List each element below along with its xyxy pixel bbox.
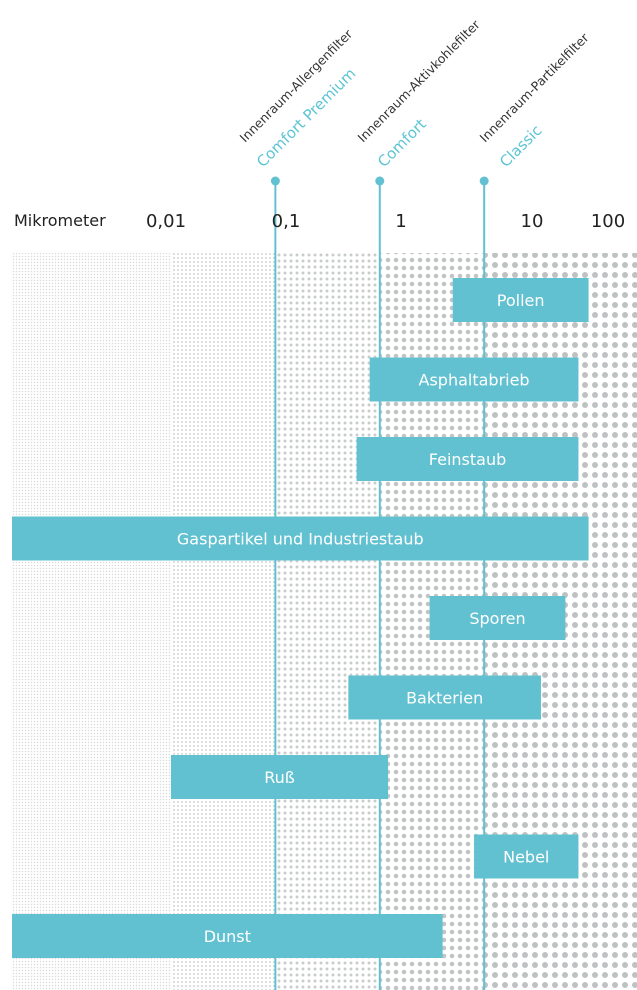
bar-label-4: Sporen: [469, 609, 525, 628]
bar-label-1: Asphaltabrieb: [419, 371, 530, 390]
dotted-band-2: [275, 253, 380, 990]
bar-label-3: Gaspartikel und Industriestaub: [177, 530, 424, 549]
bar-label-2: Feinstaub: [429, 450, 506, 469]
bar-0: [452, 278, 589, 322]
bar-2: [356, 437, 579, 481]
bar-label-6: Ruß: [264, 768, 295, 787]
dotted-band-1: [170, 253, 276, 990]
filter-variant-2: Classic: [496, 121, 545, 170]
bar-label-5: Bakterien: [406, 689, 483, 708]
tick-label-3: 10: [521, 211, 544, 232]
filter-line-dot-2: [479, 176, 489, 186]
bar-label-7: Nebel: [503, 848, 549, 867]
bar-label-0: Pollen: [497, 291, 545, 310]
bar-8: [12, 914, 443, 958]
tick-label-2: 1: [395, 211, 406, 232]
filter-line-dot-1: [375, 176, 385, 186]
bar-5: [348, 675, 541, 720]
axis-unit-label: Mikrometer: [14, 211, 106, 230]
bar-6: [170, 755, 389, 799]
bar-1: [369, 357, 579, 402]
filter-variant-label-partikelfilter: Classic: [496, 121, 545, 170]
bar-label-8: Dunst: [204, 927, 251, 946]
bar-3: [12, 516, 589, 561]
tick-label-0: 0,01: [146, 211, 186, 232]
bar-4: [429, 596, 566, 640]
filter-line-dot-0: [270, 176, 280, 186]
bar-7: [474, 834, 579, 879]
tick-label-1: 0,1: [272, 211, 301, 232]
tick-label-4: 100: [591, 211, 625, 232]
particle-bars: Pollen Asphaltabrieb Feinstaub Gaspartikel …: [12, 278, 589, 958]
dotted-band-0: [12, 253, 171, 990]
